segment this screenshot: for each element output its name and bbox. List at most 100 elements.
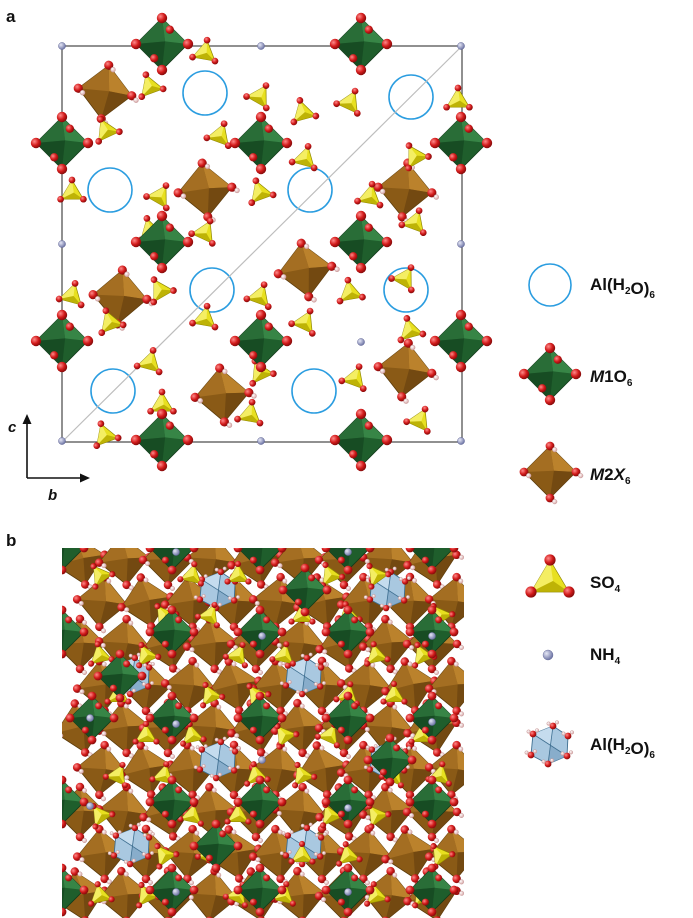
m1-octahedron — [62, 775, 89, 829]
so4-tetrahedron — [243, 82, 270, 112]
so4-tetrahedron — [338, 363, 367, 393]
so4-tetrahedron — [380, 680, 408, 705]
green-octahedron-icon — [518, 342, 582, 406]
so4-tetrahedron — [292, 761, 318, 789]
m2-octahedron — [73, 60, 139, 126]
al-h2o6-polyhedron — [279, 652, 327, 698]
nh4-ion — [344, 548, 352, 556]
nh4-ion — [172, 720, 180, 728]
m2-octahedron — [182, 866, 244, 918]
so4-tetrahedron — [93, 420, 122, 450]
nh4-ion — [58, 42, 66, 50]
so4-tetrahedron — [88, 881, 115, 907]
m1-octahedron — [145, 863, 199, 917]
so4-tetrahedron — [132, 720, 160, 745]
m1-octahedron — [405, 691, 459, 745]
so4-tetrahedron — [136, 641, 162, 669]
so4-tetrahedron — [98, 307, 127, 337]
nh4-ion — [457, 437, 465, 445]
so4-tetrahedron — [397, 315, 427, 344]
legend-label-al-complex-circle: Al(H2O)6 — [590, 275, 655, 301]
so4-tetrahedron — [290, 97, 320, 126]
m1-octahedron — [405, 548, 459, 575]
unit-cell-diagonal — [61, 45, 463, 443]
m2-octahedron — [358, 782, 421, 843]
so4-tetrahedron — [55, 280, 85, 309]
m2-octahedron — [173, 158, 240, 223]
nh4-ion — [257, 437, 265, 445]
nh4-ion — [357, 338, 365, 346]
m1-octahedron — [518, 342, 582, 406]
legend-label-sulfate: SO4 — [590, 573, 621, 595]
nh4-ion — [258, 632, 266, 640]
so4-tetrahedron — [525, 554, 575, 598]
so4-tetrahedron — [189, 36, 219, 65]
al-h2o6-site — [189, 267, 235, 313]
m1-octahedron — [145, 548, 199, 575]
m1-octahedron — [278, 563, 332, 617]
m1-octahedron — [321, 691, 375, 745]
al-h2o6-site — [528, 263, 572, 307]
nh4-ion — [542, 649, 554, 661]
m1-octahedron — [62, 548, 89, 575]
axis-label-c: c — [8, 419, 17, 436]
so4-tetrahedron — [336, 841, 363, 867]
so4-tetrahedron — [95, 115, 123, 145]
m1-octahedron — [329, 408, 393, 472]
m1-octahedron — [130, 210, 194, 274]
m1-octahedron — [145, 775, 199, 829]
so4-tetrahedron — [133, 347, 163, 376]
m2-octahedron — [373, 158, 439, 224]
al-h2o6-site — [182, 70, 228, 116]
so4-tetrahedron — [150, 276, 177, 306]
so4-tetrahedron — [234, 398, 264, 427]
so4-tetrahedron — [243, 281, 272, 311]
so4-tetrahedron — [194, 601, 220, 629]
arrow-up-icon — [22, 414, 32, 424]
m1-octahedron — [429, 111, 493, 175]
panel-b-packing-view — [62, 548, 464, 918]
m1-octahedron — [329, 210, 393, 274]
legend-label-m1-octahedron: M1O6 — [590, 367, 633, 389]
so4-tetrahedron — [90, 803, 116, 830]
nh4-ion — [58, 437, 66, 445]
m1-octahedron — [229, 111, 293, 175]
so4-tetrahedron — [288, 143, 318, 172]
so4-tetrahedron — [443, 84, 473, 111]
al-h2o6-polyhedron — [524, 720, 575, 768]
legend-label-m2-octahedron: M2X6 — [590, 465, 631, 487]
so4-tetrahedron — [274, 723, 300, 750]
nh4-ion — [258, 756, 266, 764]
nh4-ion — [172, 888, 180, 896]
so4-tetrahedron — [354, 180, 384, 209]
panel-b-label: b — [6, 531, 16, 550]
panel-a-label: a — [6, 7, 16, 26]
m2-octahedron — [358, 614, 421, 675]
so4-tetrahedron — [314, 721, 340, 749]
al-h2o6-polyhedron — [193, 736, 241, 782]
m2-octahedron — [519, 441, 584, 505]
grey-sphere-icon — [542, 649, 554, 661]
m2-octahedron — [336, 824, 398, 886]
m1-octahedron — [229, 309, 293, 373]
so4-tetrahedron — [288, 307, 316, 337]
al-h2o6-site — [291, 368, 337, 414]
m1-octahedron — [93, 649, 147, 703]
m1-octahedron — [233, 863, 287, 917]
so4-tetrahedron — [90, 563, 116, 590]
m1-octahedron — [233, 775, 287, 829]
so4-tetrahedron — [388, 264, 415, 294]
m2-octahedron — [424, 656, 464, 717]
so4-tetrahedron — [224, 560, 252, 585]
m1-octahedron — [145, 605, 199, 659]
so4-tetrahedron — [364, 641, 391, 667]
nh4-ion — [86, 714, 94, 722]
so4-tetrahedron — [366, 563, 392, 590]
m1-octahedron — [405, 775, 459, 829]
so4-tetrahedron — [288, 840, 316, 865]
m1-octahedron — [363, 733, 417, 787]
so4-tetrahedron — [188, 217, 216, 247]
so4-tetrahedron — [154, 843, 180, 870]
so4-tetrahedron — [336, 276, 366, 305]
yellow-tetrahedron-icon — [525, 554, 575, 598]
